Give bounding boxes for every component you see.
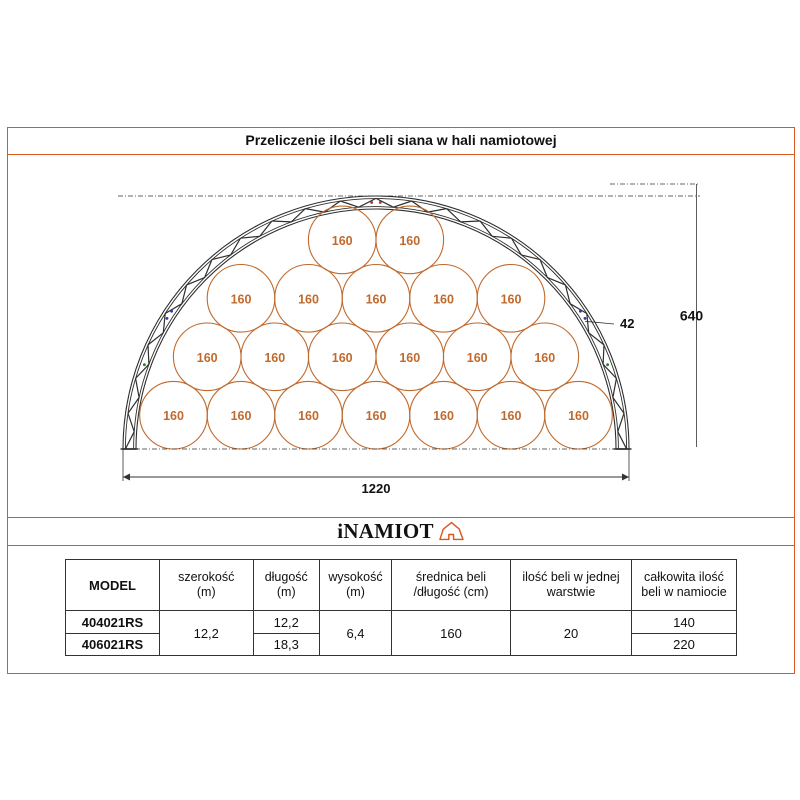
svg-text:160: 160 — [433, 409, 454, 423]
svg-text:160: 160 — [197, 351, 218, 365]
svg-text:160: 160 — [264, 351, 285, 365]
svg-text:1220: 1220 — [362, 481, 391, 496]
svg-text:160: 160 — [433, 292, 454, 306]
svg-text:160: 160 — [366, 409, 387, 423]
svg-text:160: 160 — [298, 292, 319, 306]
svg-text:160: 160 — [399, 351, 420, 365]
svg-text:160: 160 — [298, 409, 319, 423]
svg-text:160: 160 — [332, 234, 353, 248]
svg-text:160: 160 — [501, 292, 522, 306]
svg-text:160: 160 — [163, 409, 184, 423]
svg-text:640: 640 — [680, 308, 704, 324]
svg-text:160: 160 — [467, 351, 488, 365]
svg-text:160: 160 — [332, 351, 353, 365]
svg-text:160: 160 — [501, 409, 522, 423]
svg-text:160: 160 — [534, 351, 555, 365]
svg-text:42: 42 — [620, 316, 634, 331]
svg-text:160: 160 — [568, 409, 589, 423]
svg-text:160: 160 — [231, 292, 252, 306]
svg-text:160: 160 — [366, 292, 387, 306]
svg-text:160: 160 — [231, 409, 252, 423]
svg-text:160: 160 — [399, 234, 420, 248]
